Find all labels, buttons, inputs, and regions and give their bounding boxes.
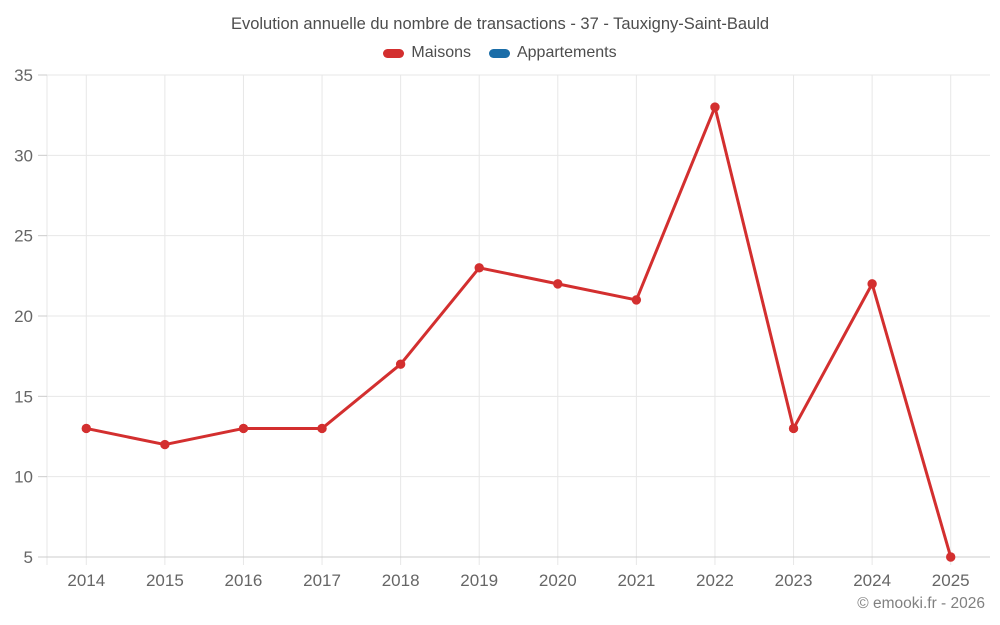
x-axis-tick-label: 2014: [67, 571, 105, 590]
credit-text: © emooki.fr - 2026: [857, 595, 985, 612]
data-point-maisons: [474, 263, 484, 273]
x-axis-tick-label: 2018: [382, 571, 420, 590]
x-axis-tick-label: 2023: [775, 571, 813, 590]
legend-swatch-maisons: [383, 48, 405, 58]
chart-legend: Maisons Appartements: [0, 44, 1000, 62]
data-point-maisons: [710, 102, 720, 112]
legend-item-maisons[interactable]: Maisons: [383, 44, 471, 62]
data-point-maisons: [160, 439, 170, 450]
data-point-maisons: [395, 359, 406, 369]
y-axis-tick-label: 25: [14, 227, 33, 246]
x-axis-tick-label: 2015: [146, 571, 184, 590]
data-point-maisons: [867, 279, 877, 289]
x-axis-tick-label: 2022: [696, 571, 734, 590]
y-axis-tick-label: 5: [24, 548, 33, 567]
x-axis-tick-label: 2024: [853, 571, 891, 590]
y-axis-tick-label: 20: [14, 307, 33, 326]
chart-title: Evolution annuelle du nombre de transact…: [230, 15, 770, 33]
y-axis-tick-label: 15: [14, 387, 33, 406]
data-point-maisons: [317, 423, 327, 434]
x-axis-tick-label: 2020: [539, 571, 577, 590]
data-point-maisons: [946, 552, 956, 562]
y-axis-tick-label: 10: [14, 468, 33, 487]
legend-label: Maisons: [411, 44, 471, 61]
legend-swatch-appartements: [488, 48, 510, 58]
y-axis-tick-label: 30: [14, 146, 33, 165]
series-line-maisons: [84, 105, 953, 559]
x-axis-tick-label: 2021: [617, 571, 655, 590]
x-axis-tick-label: 2019: [460, 571, 498, 590]
y-axis-tick-label: 35: [14, 66, 33, 85]
data-point-maisons: [238, 423, 249, 434]
x-axis-tick-label: 2016: [225, 571, 263, 590]
x-axis-tick-label: 2025: [932, 571, 970, 590]
legend-label: Appartements: [516, 44, 617, 61]
data-point-maisons: [788, 423, 799, 434]
data-point-maisons: [631, 295, 642, 305]
data-point-maisons: [553, 279, 563, 289]
x-axis-tick-label: 2017: [303, 571, 341, 590]
data-point-maisons: [81, 423, 91, 434]
legend-item-appartements[interactable]: Appartements: [488, 44, 617, 62]
